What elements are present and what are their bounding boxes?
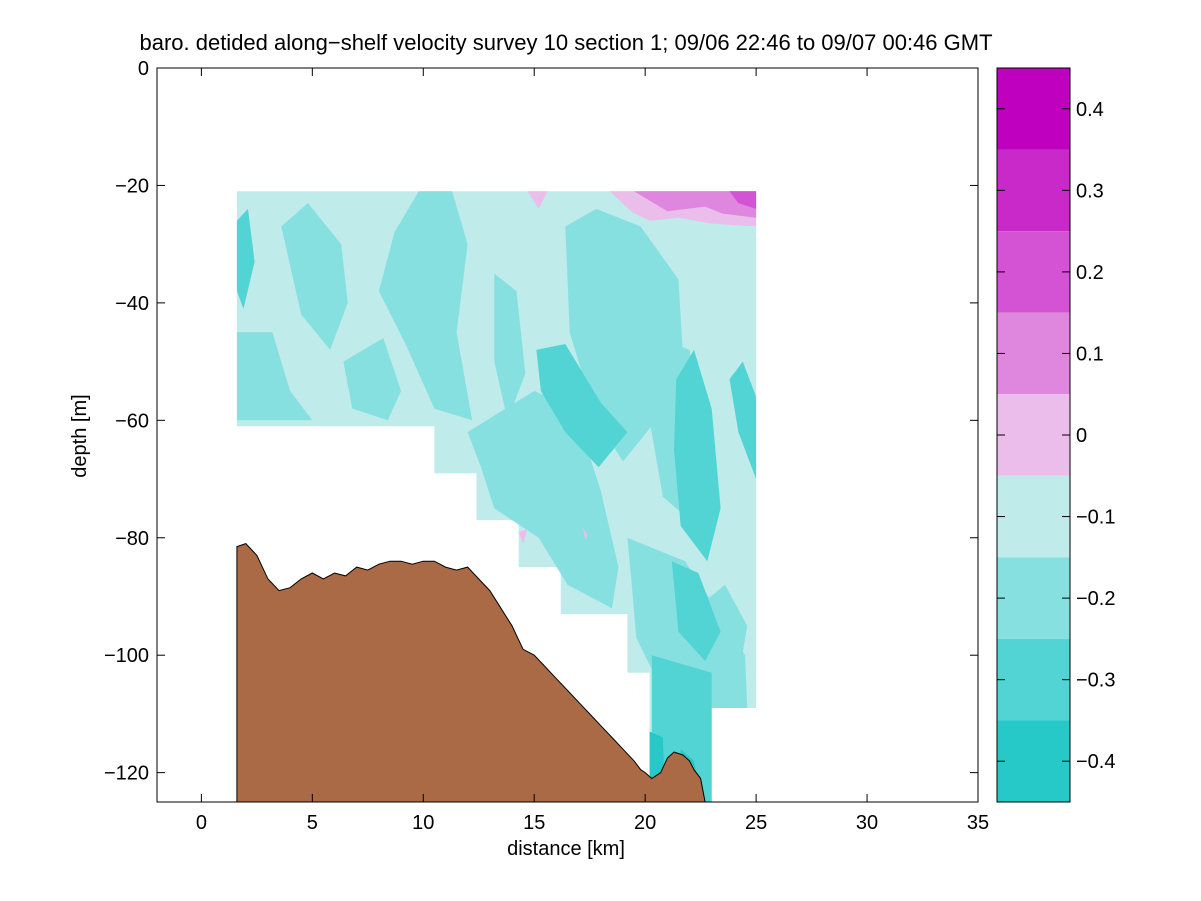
y-tick-label: −40 [115, 293, 149, 315]
velocity-contour-patch [527, 191, 548, 209]
x-tick-label: 35 [967, 812, 989, 834]
velocity-contour-patch [343, 338, 402, 421]
axes: 0 5 10 15 20 25 30 35 0 −20 −40 −60 −80 −100 −120 [104, 58, 989, 834]
colorbar: 0.4 0.3 0.2 0.1 0 −0.1 −0.2 −0.3 −0.4 [996, 67, 1115, 803]
x-tick-label: 10 [412, 812, 434, 834]
velocity-contour-patch [236, 332, 313, 421]
velocity-contour-patch [494, 273, 526, 421]
colorbar-tick-label: 0.4 [1076, 99, 1104, 121]
colorbar-swatch [997, 312, 1070, 395]
velocity-contour-patch [671, 561, 721, 662]
x-tick-label: 0 [196, 812, 207, 834]
colorbar-tick-label: −0.3 [1076, 670, 1115, 692]
y-tick-label: −120 [104, 763, 149, 785]
x-tick-label: 5 [307, 812, 318, 834]
plot-frame [156, 67, 979, 803]
colorbar-swatch [997, 149, 1070, 232]
colorbar-swatch [997, 231, 1070, 313]
y-tick-label: −20 [115, 175, 149, 197]
colorbar-swatch [997, 720, 1070, 802]
velocity-contour-patch [536, 344, 628, 468]
colorbar-swatch [997, 394, 1070, 476]
colorbar-swatch [997, 638, 1070, 721]
x-axis-label: distance [km] [507, 838, 625, 860]
colorbar-swatch [997, 475, 1070, 558]
colorbar-tick-label: −0.4 [1076, 751, 1115, 773]
velocity-contour-patch [729, 361, 757, 479]
colorbar-tick-label: −0.1 [1076, 507, 1115, 529]
x-tick-label: 20 [634, 812, 656, 834]
colorbar-tick-label: 0.2 [1076, 262, 1104, 284]
velocity-contour-patch [729, 191, 757, 209]
chart-title: baro. detided along−shelf velocity surve… [139, 30, 992, 55]
velocity-contour-patch [674, 349, 721, 562]
velocity-contour-patch [583, 527, 588, 541]
velocity-contour-patch [378, 191, 473, 421]
colorbar-tick-label: 0 [1076, 425, 1087, 447]
x-tick-label: 25 [745, 812, 767, 834]
y-axis-label: depth [m] [69, 394, 91, 477]
velocity-contour-patch [518, 529, 528, 544]
y-tick-label: −80 [115, 528, 149, 550]
y-tick-label: −60 [115, 410, 149, 432]
y-tick-label: −100 [104, 645, 149, 667]
velocity-contour-patch [236, 208, 255, 309]
velocity-contour-patch [281, 203, 348, 350]
velocity-contour-patch [634, 191, 757, 218]
x-tick-label: 30 [856, 812, 878, 834]
colorbar-swatch [997, 557, 1070, 639]
x-tick-label: 15 [523, 812, 545, 834]
y-tick-label: 0 [138, 58, 149, 80]
colorbar-swatch [997, 68, 1070, 150]
colorbar-tick-label: −0.2 [1076, 588, 1115, 610]
colorbar-tick-label: 0.3 [1076, 180, 1104, 202]
bottom-topography [236, 543, 706, 803]
colorbar-tick-label: 0.1 [1076, 343, 1104, 365]
plot-area [157, 68, 978, 803]
